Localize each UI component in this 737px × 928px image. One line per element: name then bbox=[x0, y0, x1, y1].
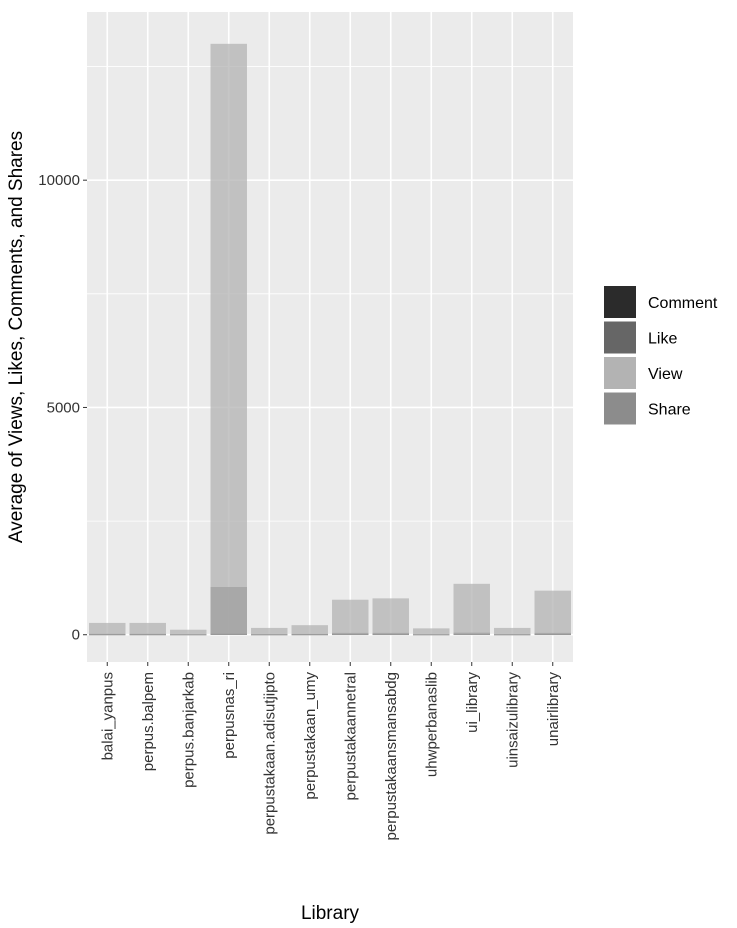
bar-share-perpustakaansmansabdg bbox=[372, 634, 409, 636]
bar-share-unairlibrary bbox=[534, 634, 571, 636]
bar-view-ui_library bbox=[453, 583, 490, 635]
y-tick-label: 0 bbox=[72, 627, 80, 644]
bar-view-unairlibrary bbox=[534, 590, 571, 635]
bar-view-perpustakaansmansabdg bbox=[372, 598, 409, 635]
x-axis-title: Library bbox=[301, 903, 360, 924]
x-tick-label: perpustakaansmansabdg bbox=[383, 672, 400, 840]
x-tick-label: unairlibrary bbox=[545, 672, 562, 747]
x-tick-label: uhwperbanaslib bbox=[423, 672, 440, 777]
bar-share-perpustakaan.adisutjipto bbox=[251, 634, 288, 636]
legend-label-share: Share bbox=[648, 402, 691, 419]
bar-share-perpus.balpem bbox=[129, 634, 166, 636]
y-axis: 0 5000 10000 bbox=[38, 172, 87, 644]
legend-label-comment: Comment bbox=[648, 295, 718, 312]
bar-view-perpusnas_ri bbox=[210, 43, 247, 635]
bar-share-uinsaizulibrary bbox=[494, 634, 531, 636]
bar-share-perpustakaannetral bbox=[332, 634, 369, 636]
bar-share-perpus.banjarkab bbox=[170, 634, 207, 636]
grid-minor bbox=[87, 66, 573, 522]
bar-share-uhwperbanaslib bbox=[413, 634, 450, 636]
bar-view-perpus.banjarkab bbox=[170, 629, 207, 635]
x-axis: balai_yanpus perpus.balpem perpus.banjarka… bbox=[99, 662, 562, 840]
y-tick-label: 10000 bbox=[38, 172, 80, 189]
x-tick-label: perpusnas_ri bbox=[221, 672, 238, 759]
grid-major bbox=[87, 12, 573, 662]
x-tick-label: perpustakaannetral bbox=[342, 672, 359, 800]
bar-view-uinsaizulibrary bbox=[494, 627, 531, 635]
bar-share-perpustakaan_umy bbox=[291, 634, 328, 636]
x-tick-label: balai_yanpus bbox=[99, 672, 116, 760]
x-tick-label: perpus.banjarkab bbox=[180, 672, 197, 788]
legend-key-like bbox=[604, 321, 636, 354]
x-tick-label: perpustakaan.adisutjipto bbox=[261, 672, 278, 835]
y-axis-title: Average of Views, Likes, Comments, and S… bbox=[6, 131, 27, 543]
bar-view-perpus.balpem bbox=[129, 622, 166, 635]
legend-key-share bbox=[604, 392, 636, 425]
x-tick-label: uinsaizulibrary bbox=[504, 672, 521, 768]
bar-view-perpustakaan_umy bbox=[291, 625, 328, 635]
bar-share-ui_library bbox=[453, 634, 490, 636]
legend-key-view bbox=[604, 357, 636, 389]
y-tick-label: 5000 bbox=[47, 399, 80, 416]
plot-panel bbox=[87, 12, 573, 662]
bar-view-perpustakaannetral bbox=[332, 599, 369, 635]
legend: Comment Like View Share bbox=[604, 286, 718, 425]
bar-view-perpustakaan.adisutjipto bbox=[251, 627, 288, 635]
x-tick-label: perpustakaan_umy bbox=[302, 672, 319, 800]
bars bbox=[89, 43, 571, 636]
x-tick-label: perpus.balpem bbox=[140, 672, 157, 771]
legend-label-view: View bbox=[648, 366, 683, 383]
legend-label-like: Like bbox=[648, 331, 677, 348]
bar-share-perpusnas_ri bbox=[210, 634, 247, 635]
legend-key-comment bbox=[604, 286, 636, 318]
bar-view-balai_yanpus bbox=[89, 622, 126, 635]
bar-view-uhwperbanaslib bbox=[413, 628, 450, 635]
bar-share-balai_yanpus bbox=[89, 634, 126, 636]
x-tick-label: ui_library bbox=[464, 672, 481, 733]
